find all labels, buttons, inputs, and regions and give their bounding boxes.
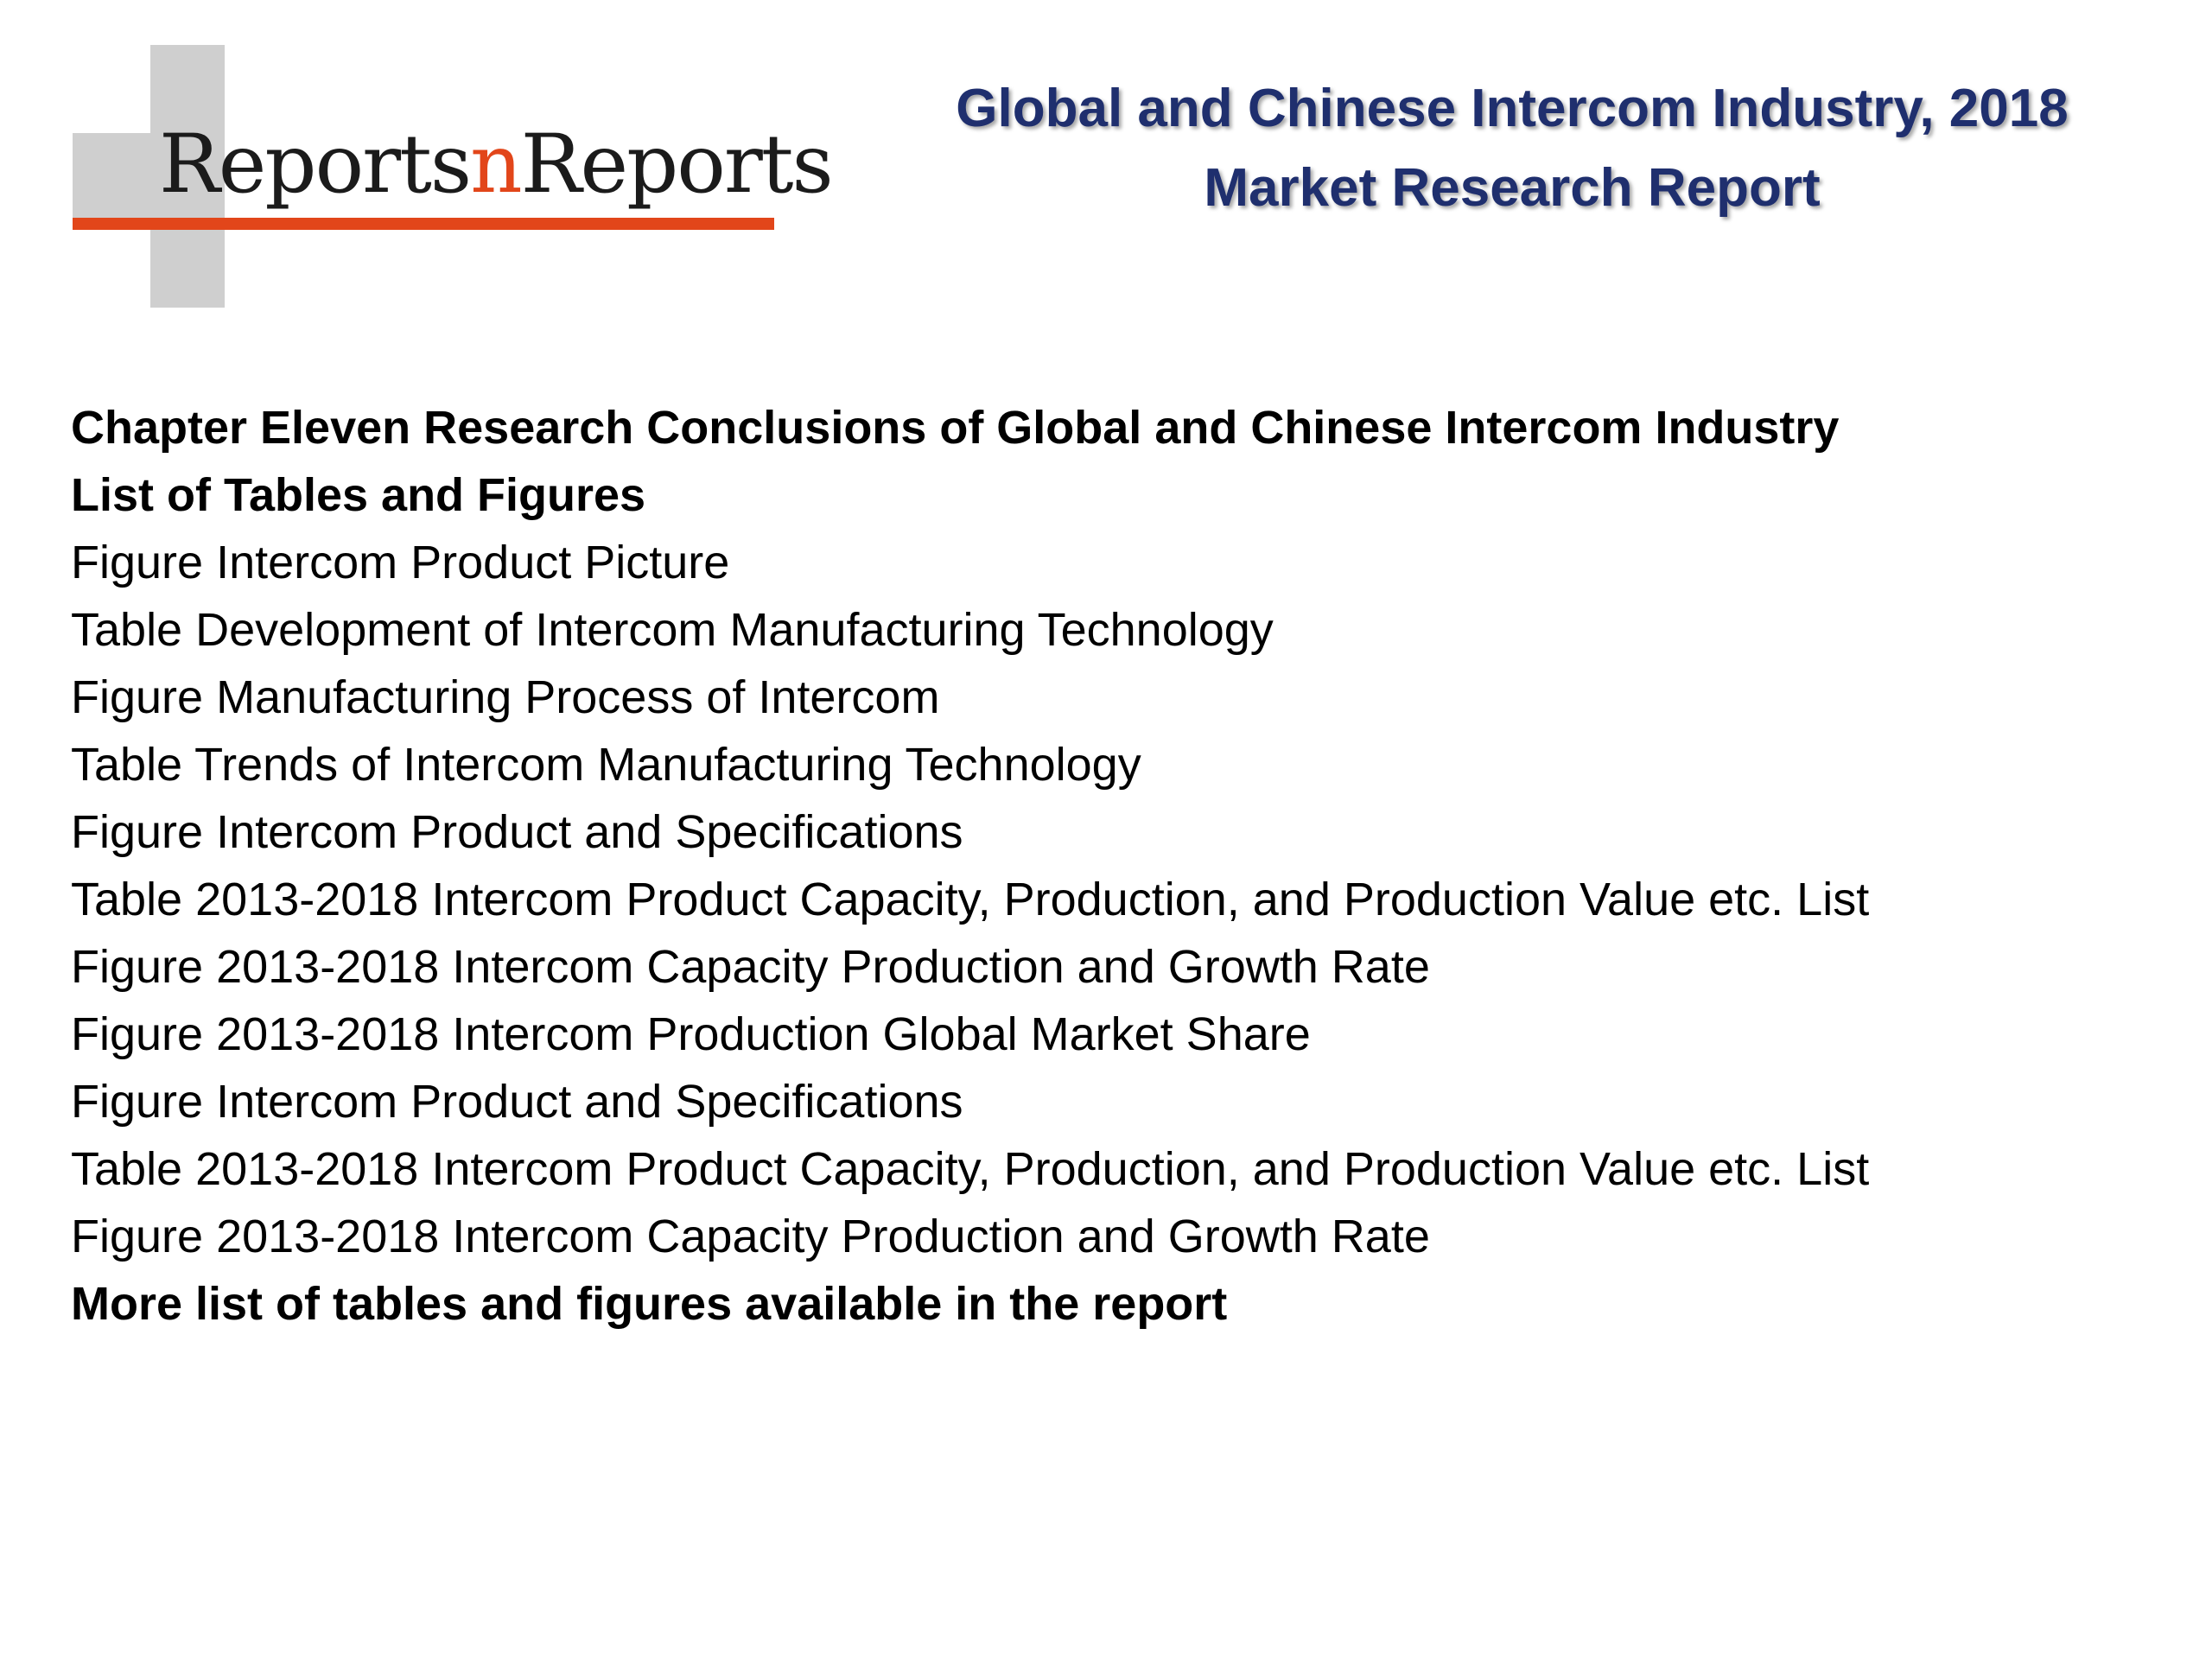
logo-block-bottom <box>150 197 225 308</box>
list-item: Figure Manufacturing Process of Intercom <box>71 671 940 723</box>
list-item: Table 2013-2018 Intercom Product Capacit… <box>71 1143 1870 1195</box>
logo-block-top <box>150 45 225 142</box>
list-item: Figure Intercom Product and Specificatio… <box>71 806 963 858</box>
list-item: Figure 2013-2018 Intercom Capacity Produ… <box>71 941 1430 993</box>
logo-wordmark: ReportsnReports <box>159 124 834 206</box>
logo-text-part3: Reports <box>520 118 834 212</box>
report-title-line1: Global and Chinese Intercom Industry, 20… <box>956 79 2069 138</box>
list-item: Figure Intercom Product and Specificatio… <box>71 1076 963 1128</box>
chapter-heading: Chapter Eleven Research Conclusions of G… <box>71 402 1840 454</box>
list-item: Table Development of Intercom Manufactur… <box>71 604 1274 656</box>
footer-note: More list of tables and figures availabl… <box>71 1278 1228 1330</box>
report-title: Global and Chinese Intercom Industry, 20… <box>847 69 2177 228</box>
logo-underline-bar <box>73 218 774 230</box>
report-content: Chapter Eleven Research Conclusions of G… <box>71 394 2179 1338</box>
logo-text-part2: n <box>470 118 523 212</box>
report-title-line2: Market Research Report <box>1204 158 1821 218</box>
list-item: Table 2013-2018 Intercom Product Capacit… <box>71 874 1870 925</box>
logo-text-part1: Reports <box>159 118 472 212</box>
list-heading: List of Tables and Figures <box>71 469 646 521</box>
list-item: Table Trends of Intercom Manufacturing T… <box>71 739 1141 791</box>
list-item: Figure Intercom Product Picture <box>71 537 730 588</box>
list-item: Figure 2013-2018 Intercom Capacity Produ… <box>71 1211 1430 1262</box>
list-item: Figure 2013-2018 Intercom Production Glo… <box>71 1008 1311 1060</box>
reportsnreports-logo: ReportsnReports <box>73 45 834 313</box>
